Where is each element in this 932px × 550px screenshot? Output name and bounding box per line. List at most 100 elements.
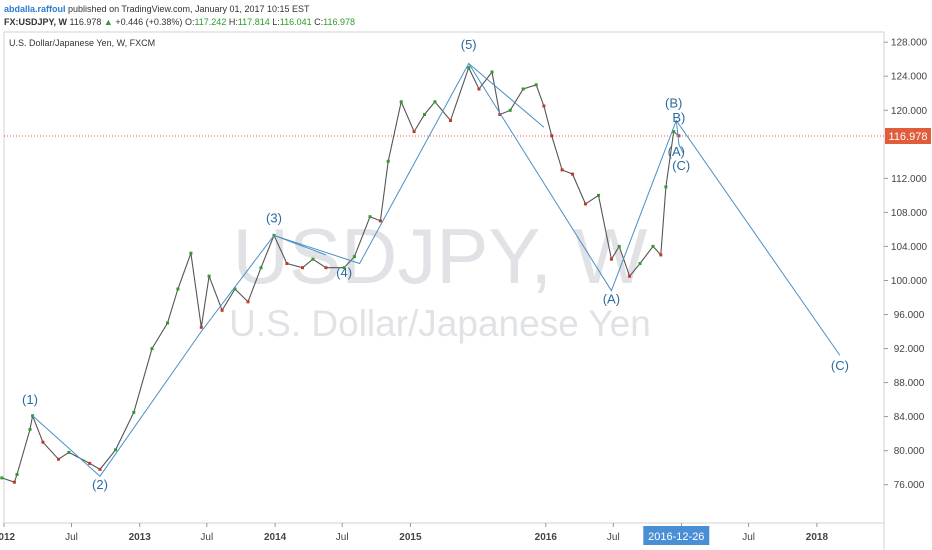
wave-label: (5) — [461, 37, 477, 52]
wave-line — [32, 62, 841, 477]
price-point — [176, 287, 180, 291]
price-point — [534, 83, 538, 87]
price-point — [199, 325, 203, 329]
price-point — [423, 113, 426, 116]
wave-label: (C) — [831, 358, 849, 373]
x-tick-label: 2016 — [535, 532, 558, 543]
price-point — [368, 215, 372, 219]
price-point — [67, 450, 71, 454]
price-point — [664, 185, 668, 189]
author-link[interactable]: abdalla.raffoul — [4, 4, 66, 14]
price-point — [285, 262, 289, 265]
price-point — [233, 287, 237, 291]
y-tick-label: 112.000 — [891, 174, 927, 185]
watermark-symbol: USDJPY, W — [233, 212, 648, 300]
y-tick-label: 120.000 — [891, 106, 928, 117]
price-point — [166, 321, 169, 325]
low-value: 116.041 — [279, 17, 312, 27]
price-point — [672, 130, 676, 134]
price-point — [433, 100, 437, 104]
price-point — [114, 448, 118, 452]
current-price-label: 116.978 — [889, 131, 928, 143]
wave-label: (B) — [665, 96, 682, 111]
price-point — [584, 202, 587, 206]
price-point — [399, 100, 403, 104]
price-point — [677, 134, 681, 138]
open-label: O: — [184, 17, 195, 27]
price-point — [15, 473, 19, 476]
price-point — [57, 457, 60, 461]
price-point — [659, 253, 663, 257]
price-point — [41, 440, 45, 444]
wave-label: (A) — [603, 292, 620, 307]
up-arrow-icon: ▲ — [103, 17, 113, 27]
crosshair-date-label: 2016-12-26 — [648, 531, 704, 543]
price-point — [638, 262, 642, 265]
price-point — [617, 244, 621, 248]
price-point — [220, 308, 224, 312]
y-tick-label: 108.000 — [891, 208, 928, 219]
y-tick-label: 92.000 — [894, 344, 925, 355]
price-point — [132, 410, 136, 414]
x-tick-label: 2014 — [264, 532, 287, 543]
x-tick-label: 2013 — [129, 532, 152, 543]
high-label: H: — [228, 17, 238, 27]
publish-line: abdalla.raffoul published on TradingView… — [4, 4, 310, 14]
wave-line — [675, 120, 684, 154]
quote-line: FX:USDJPY, W 116.978 ▲ +0.446 (+0.38%) O… — [4, 17, 355, 27]
x-tick-label: 2018 — [806, 532, 829, 543]
crosshair-date-badge — [643, 526, 710, 545]
y-tick-label: 100.000 — [891, 276, 928, 287]
price-change: +0.446 (+0.38%) — [115, 17, 183, 27]
price-point — [311, 257, 315, 261]
price-point — [597, 193, 600, 197]
last-price: 116.978 — [69, 17, 102, 27]
chart-header: abdalla.raffoul published on TradingView… — [0, 0, 932, 30]
price-point — [550, 134, 554, 138]
price-point — [28, 427, 32, 431]
wave-label: (C) — [672, 158, 690, 173]
price-point — [571, 172, 574, 176]
wave-line — [273, 234, 327, 256]
y-tick-label: 128.000 — [891, 38, 928, 49]
price-point — [651, 244, 655, 248]
wave-label: B) — [672, 110, 685, 125]
price-point — [352, 255, 356, 259]
wave-label: (A) — [668, 144, 685, 159]
high-value: 117.814 — [237, 17, 270, 27]
price-point — [98, 467, 102, 471]
price-point — [467, 66, 471, 70]
price-point — [246, 300, 250, 304]
price-point — [301, 266, 304, 270]
chart-title: U.S. Dollar/Japanese Yen, W, FXCM — [9, 38, 155, 48]
y-tick-label: 124.000 — [891, 72, 928, 83]
y-tick-label: 88.000 — [894, 378, 925, 389]
close-label: C: — [314, 17, 324, 27]
wave-label: (3) — [266, 211, 282, 226]
price-point — [628, 274, 632, 278]
y-tick-label: 84.000 — [894, 412, 925, 423]
symbol-watermark: USDJPY, W U.S. Dollar/Japanese Yen — [229, 212, 651, 344]
price-point — [560, 168, 564, 172]
x-tick-label: Jul — [200, 532, 213, 543]
current-price-badge — [885, 128, 931, 144]
y-tick-label: 76.000 — [894, 480, 925, 491]
price-point — [189, 251, 193, 255]
price-point — [498, 113, 502, 116]
price-point — [342, 266, 346, 270]
symbol-label[interactable]: FX:USDJPY, W — [4, 17, 68, 27]
price-point — [207, 274, 211, 278]
price-point — [609, 257, 613, 261]
price-point — [542, 104, 546, 108]
wave-line — [468, 63, 545, 128]
x-tick-label: Jul — [742, 532, 755, 543]
price-point — [12, 480, 16, 484]
price-point — [324, 266, 328, 270]
price-point — [449, 119, 452, 122]
price-point — [521, 87, 525, 91]
watermark-name: U.S. Dollar/Japanese Yen — [229, 303, 651, 344]
close-value: 116.978 — [323, 17, 356, 27]
x-tick-label: Jul — [607, 532, 620, 543]
price-point — [0, 476, 4, 480]
